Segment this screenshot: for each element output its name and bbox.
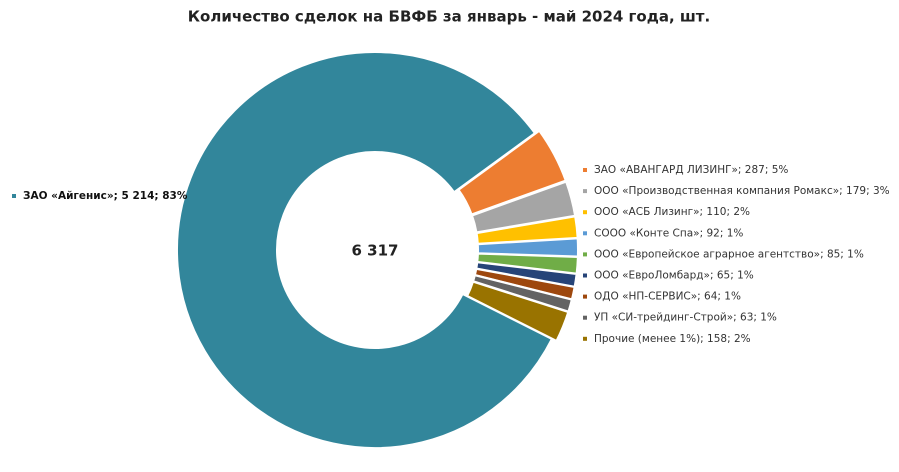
- slice: [465, 280, 570, 343]
- legend-label: Прочие (менее 1%); 158; 2%: [594, 333, 751, 345]
- chart-title: Количество сделок на БВФБ за январь - ма…: [188, 8, 710, 26]
- legend-marker: [583, 273, 587, 278]
- legend-label: ЗАО «Айгенис»; 5 214; 83%: [23, 190, 188, 202]
- legend-label: УП «СИ-трейдинг-Строй»; 63; 1%: [594, 312, 777, 324]
- center-label: 6 317: [352, 242, 399, 260]
- legend-label: ОДО «НП-СЕРВИС»; 64; 1%: [594, 291, 741, 303]
- legend-label: ООО «Европейское аграрное агентство»; 85…: [594, 248, 864, 260]
- legend-marker: [583, 252, 587, 257]
- legend-label: ООО «Производственная компания Ромакс»; …: [594, 185, 890, 197]
- legend-marker: [583, 210, 587, 215]
- legend-marker: [583, 315, 587, 320]
- legend-label: СООО «Конте Спа»; 92; 1%: [594, 227, 743, 239]
- legend-marker: [583, 336, 587, 341]
- legend-label: ООО «АСБ Лизинг»; 110; 2%: [594, 206, 750, 218]
- legend-marker: [583, 168, 587, 172]
- legend-marker: [12, 194, 16, 198]
- legend-label: ЗАО «АВАНГАРД ЛИЗИНГ»; 287; 5%: [594, 164, 788, 176]
- legend-label: ООО «ЕвроЛомбард»; 65; 1%: [594, 270, 754, 282]
- legend-marker: [583, 231, 587, 236]
- legend-marker: [583, 294, 587, 299]
- slice: [176, 51, 554, 449]
- legend-marker: [583, 189, 587, 194]
- slice: [457, 129, 567, 216]
